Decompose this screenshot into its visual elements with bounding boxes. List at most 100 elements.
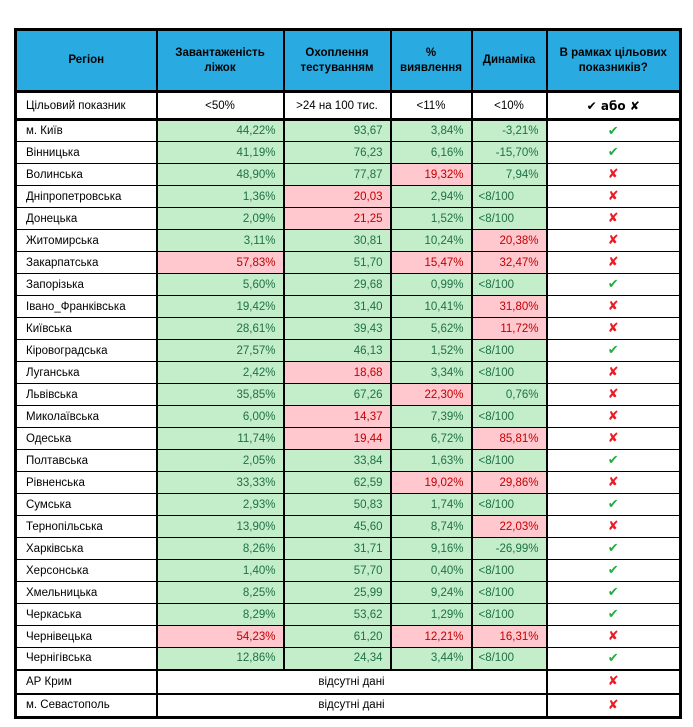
table-row: Рівненська 33,33% 62,59 19,02% 29,86% ✘ <box>14 471 681 494</box>
testing-value-cell: 20,03 <box>282 185 391 208</box>
region-cell: Сумська <box>14 493 157 516</box>
beds-value-cell: 28,61% <box>155 317 284 340</box>
table-body: Цільовий показник <50% >24 на 100 тис. <… <box>14 91 681 718</box>
dynamics-value-cell: <8/100 <box>470 339 547 362</box>
regions-indicator-table: Регіон Завантаженість ліжок Охоплення те… <box>14 28 682 719</box>
detection-value-cell: 9,16% <box>389 537 472 560</box>
testing-value-cell: 45,60 <box>282 515 391 538</box>
cross-icon: ✘ <box>545 163 681 186</box>
detection-value-cell: 3,44% <box>389 647 472 670</box>
dynamics-value-cell: <8/100 <box>470 405 547 428</box>
col-header-region: Регіон <box>14 29 157 93</box>
cross-icon: ✘ <box>545 383 681 406</box>
beds-value-cell: 8,25% <box>155 581 284 604</box>
check-icon: ✔ <box>545 559 681 582</box>
beds-value-cell: 27,57% <box>155 339 284 362</box>
beds-value-cell: 1,36% <box>155 185 284 208</box>
testing-value-cell: 31,40 <box>282 295 391 318</box>
dynamics-value-cell: 32,47% <box>470 251 547 274</box>
detection-value-cell: 1,74% <box>389 493 472 516</box>
dynamics-value-cell: 0,76% <box>470 383 547 406</box>
cross-icon: ✘ <box>545 229 681 252</box>
beds-value-cell: 48,90% <box>155 163 284 186</box>
beds-value-cell: 35,85% <box>155 383 284 406</box>
beds-value-cell: 6,00% <box>155 405 284 428</box>
dynamics-value-cell: 20,38% <box>470 229 547 252</box>
target-result-value: ✔ або ✘ <box>545 91 681 121</box>
region-cell: Миколаївська <box>14 405 157 428</box>
check-icon: ✔ <box>545 339 681 362</box>
beds-value-cell: 3,11% <box>155 229 284 252</box>
detection-value-cell: 1,29% <box>389 603 472 626</box>
dynamics-value-cell: <8/100 <box>470 581 547 604</box>
beds-value-cell: 8,29% <box>155 603 284 626</box>
detection-value-cell: 10,41% <box>389 295 472 318</box>
table-row: Чернігівська 12,86% 24,34 3,44% <8/100 ✔ <box>14 647 681 670</box>
testing-value-cell: 33,84 <box>282 449 391 472</box>
check-icon: ✔ <box>545 273 681 296</box>
table-row: м. Київ 44,22% 93,67 3,84% -3,21% ✔ <box>14 119 681 142</box>
dynamics-value-cell: 11,72% <box>470 317 547 340</box>
dynamics-value-cell: 16,31% <box>470 625 547 648</box>
region-cell: Волинська <box>14 163 157 186</box>
dynamics-value-cell: 85,81% <box>470 427 547 450</box>
table-row: Закарпатська 57,83% 51,70 15,47% 32,47% ✘ <box>14 251 681 274</box>
dynamics-value-cell: -15,70% <box>470 141 547 164</box>
detection-value-cell: 1,52% <box>389 207 472 230</box>
detection-value-cell: 9,24% <box>389 581 472 604</box>
dynamics-value-cell: -26,99% <box>470 537 547 560</box>
cross-icon: ✘ <box>545 427 681 450</box>
check-icon: ✔ <box>545 141 681 164</box>
dynamics-value-cell: <8/100 <box>470 361 547 384</box>
region-cell: Тернопільська <box>14 515 157 538</box>
beds-value-cell: 11,74% <box>155 427 284 450</box>
check-icon: ✔ <box>545 493 681 516</box>
cross-icon: ✘ <box>545 207 681 230</box>
region-cell: Кіровоградська <box>14 339 157 362</box>
table-row: Київська 28,61% 39,43 5,62% 11,72% ✘ <box>14 317 681 340</box>
col-header-testing-coverage: Охоплення тестуванням <box>282 29 391 93</box>
region-cell: АР Крим <box>14 668 157 694</box>
testing-value-cell: 53,62 <box>282 603 391 626</box>
table-row: Донецька 2,09% 21,25 1,52% <8/100 ✘ <box>14 207 681 230</box>
dynamics-value-cell: <8/100 <box>470 493 547 516</box>
region-cell: м. Севастополь <box>14 692 157 718</box>
target-row-label: Цільовий показник <box>14 91 157 121</box>
beds-value-cell: 57,83% <box>155 251 284 274</box>
col-header-dynamics: Динаміка <box>470 29 547 93</box>
table-row: Полтавська 2,05% 33,84 1,63% <8/100 ✔ <box>14 449 681 472</box>
beds-value-cell: 41,19% <box>155 141 284 164</box>
dynamics-value-cell: <8/100 <box>470 185 547 208</box>
beds-value-cell: 1,40% <box>155 559 284 582</box>
col-header-within-targets: В рамках цільових показників? <box>545 29 681 93</box>
beds-value-cell: 44,22% <box>155 119 284 142</box>
region-cell: м. Київ <box>14 119 157 142</box>
detection-value-cell: 22,30% <box>389 383 472 406</box>
cross-icon: ✘ <box>545 692 681 718</box>
region-cell: Вінницька <box>14 141 157 164</box>
region-cell: Закарпатська <box>14 251 157 274</box>
cross-icon: ✘ <box>545 405 681 428</box>
detection-value-cell: 8,74% <box>389 515 472 538</box>
testing-value-cell: 57,70 <box>282 559 391 582</box>
region-cell: Запорізька <box>14 273 157 296</box>
check-icon: ✔ <box>545 603 681 626</box>
region-cell: Чернівецька <box>14 625 157 648</box>
target-dynamics-value: <10% <box>470 91 547 121</box>
dynamics-value-cell: -3,21% <box>470 119 547 142</box>
beds-value-cell: 2,42% <box>155 361 284 384</box>
detection-value-cell: 3,34% <box>389 361 472 384</box>
dynamics-value-cell: 7,94% <box>470 163 547 186</box>
detection-value-cell: 6,16% <box>389 141 472 164</box>
detection-value-cell: 6,72% <box>389 427 472 450</box>
region-cell: Черкаська <box>14 603 157 626</box>
dynamics-value-cell: <8/100 <box>470 603 547 626</box>
target-indicator-row: Цільовий показник <50% >24 на 100 тис. <… <box>14 91 681 121</box>
region-cell: Одеська <box>14 427 157 450</box>
detection-value-cell: 1,63% <box>389 449 472 472</box>
check-icon: ✔ <box>545 119 681 142</box>
region-cell: Полтавська <box>14 449 157 472</box>
check-icon: ✔ <box>545 537 681 560</box>
region-cell: Житомирська <box>14 229 157 252</box>
beds-value-cell: 33,33% <box>155 471 284 494</box>
